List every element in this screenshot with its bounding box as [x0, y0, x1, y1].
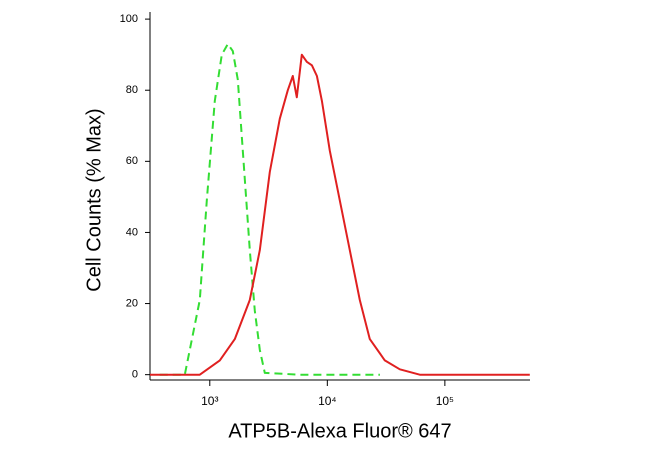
y-tick-label: 80 — [126, 84, 138, 96]
y-tick-label: 60 — [126, 155, 138, 167]
x-tick-label: 10³ — [201, 394, 218, 408]
y-tick-label: 40 — [126, 226, 138, 238]
y-tick-label: 20 — [126, 297, 138, 309]
x-tick-label: 10⁵ — [436, 394, 454, 408]
x-tick-label: 10⁴ — [318, 394, 337, 408]
y-tick-label: 0 — [132, 369, 138, 381]
series-line — [150, 53, 530, 376]
x-axis-label: ATP5B-Alexa Fluor® 647 — [228, 420, 451, 442]
y-tick-label: 100 — [120, 13, 138, 25]
y-axis-label: Cell Counts (% Max) — [83, 108, 105, 291]
series-line — [159, 43, 380, 376]
